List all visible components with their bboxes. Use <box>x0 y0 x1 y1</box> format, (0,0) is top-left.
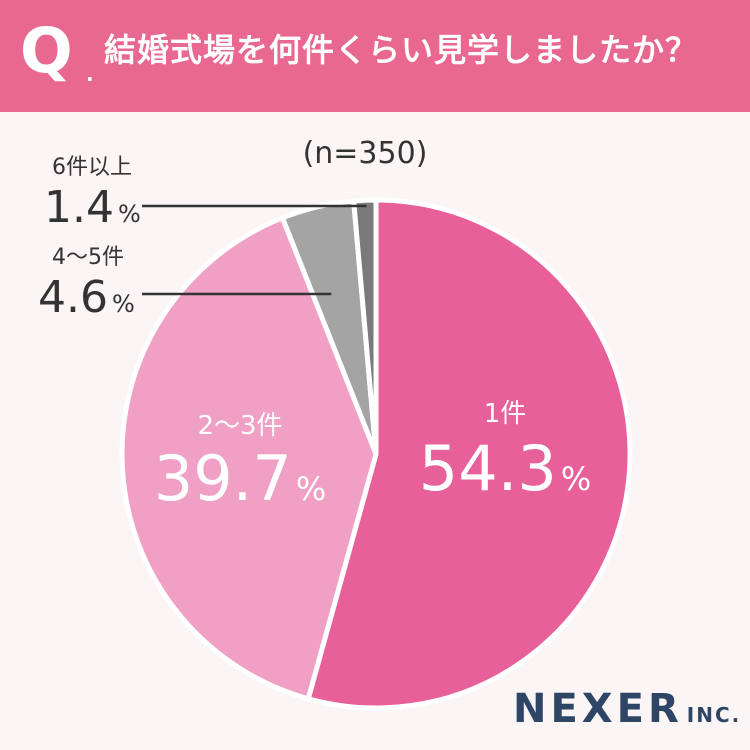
pie-slice-6-plus <box>351 197 379 457</box>
slice-4-5-label: 4〜5件 <box>52 245 124 270</box>
slice-4-5-percent-unit: % <box>112 290 135 318</box>
slice-6-plus-percent: 1.4% <box>44 182 141 233</box>
slice-6-plus-label: 6件以上 <box>52 155 132 180</box>
slice-2-3-label: 2〜3件 <box>197 411 282 441</box>
sample-size: (n=350) <box>302 136 428 171</box>
q-mark: Q <box>20 14 73 87</box>
slice-6-plus-percent-unit: % <box>118 200 141 228</box>
logo-sub: INC. <box>686 703 742 727</box>
slice-1-percent-number: 54.3 <box>419 432 557 505</box>
slice-2-3-percent-number: 39.7 <box>154 442 292 515</box>
slice-1-label: 1件 <box>484 399 527 429</box>
slice-2-3-percent: 39.7% <box>154 442 326 515</box>
slice-6-plus-percent-number: 1.4 <box>44 182 114 233</box>
question-text: 結婚式場を何件くらい見学しましたか？ <box>104 31 699 69</box>
pie-slice-1 <box>305 197 633 711</box>
slice-1-percent-unit: % <box>561 460 591 498</box>
q-dot: . <box>86 62 94 86</box>
slice-4-5-percent: 4.6% <box>38 272 135 323</box>
slice-1-percent: 54.3% <box>419 432 591 505</box>
logo-main: NEXER <box>513 686 683 732</box>
nexer-logo: NEXER INC. <box>513 686 741 732</box>
pie-slice-2-3 <box>119 215 379 702</box>
slice-4-5-percent-number: 4.6 <box>38 272 108 323</box>
slice-2-3-percent-unit: % <box>296 470 326 508</box>
question-header: Q . 結婚式場を何件くらい見学しましたか？ <box>0 0 750 112</box>
